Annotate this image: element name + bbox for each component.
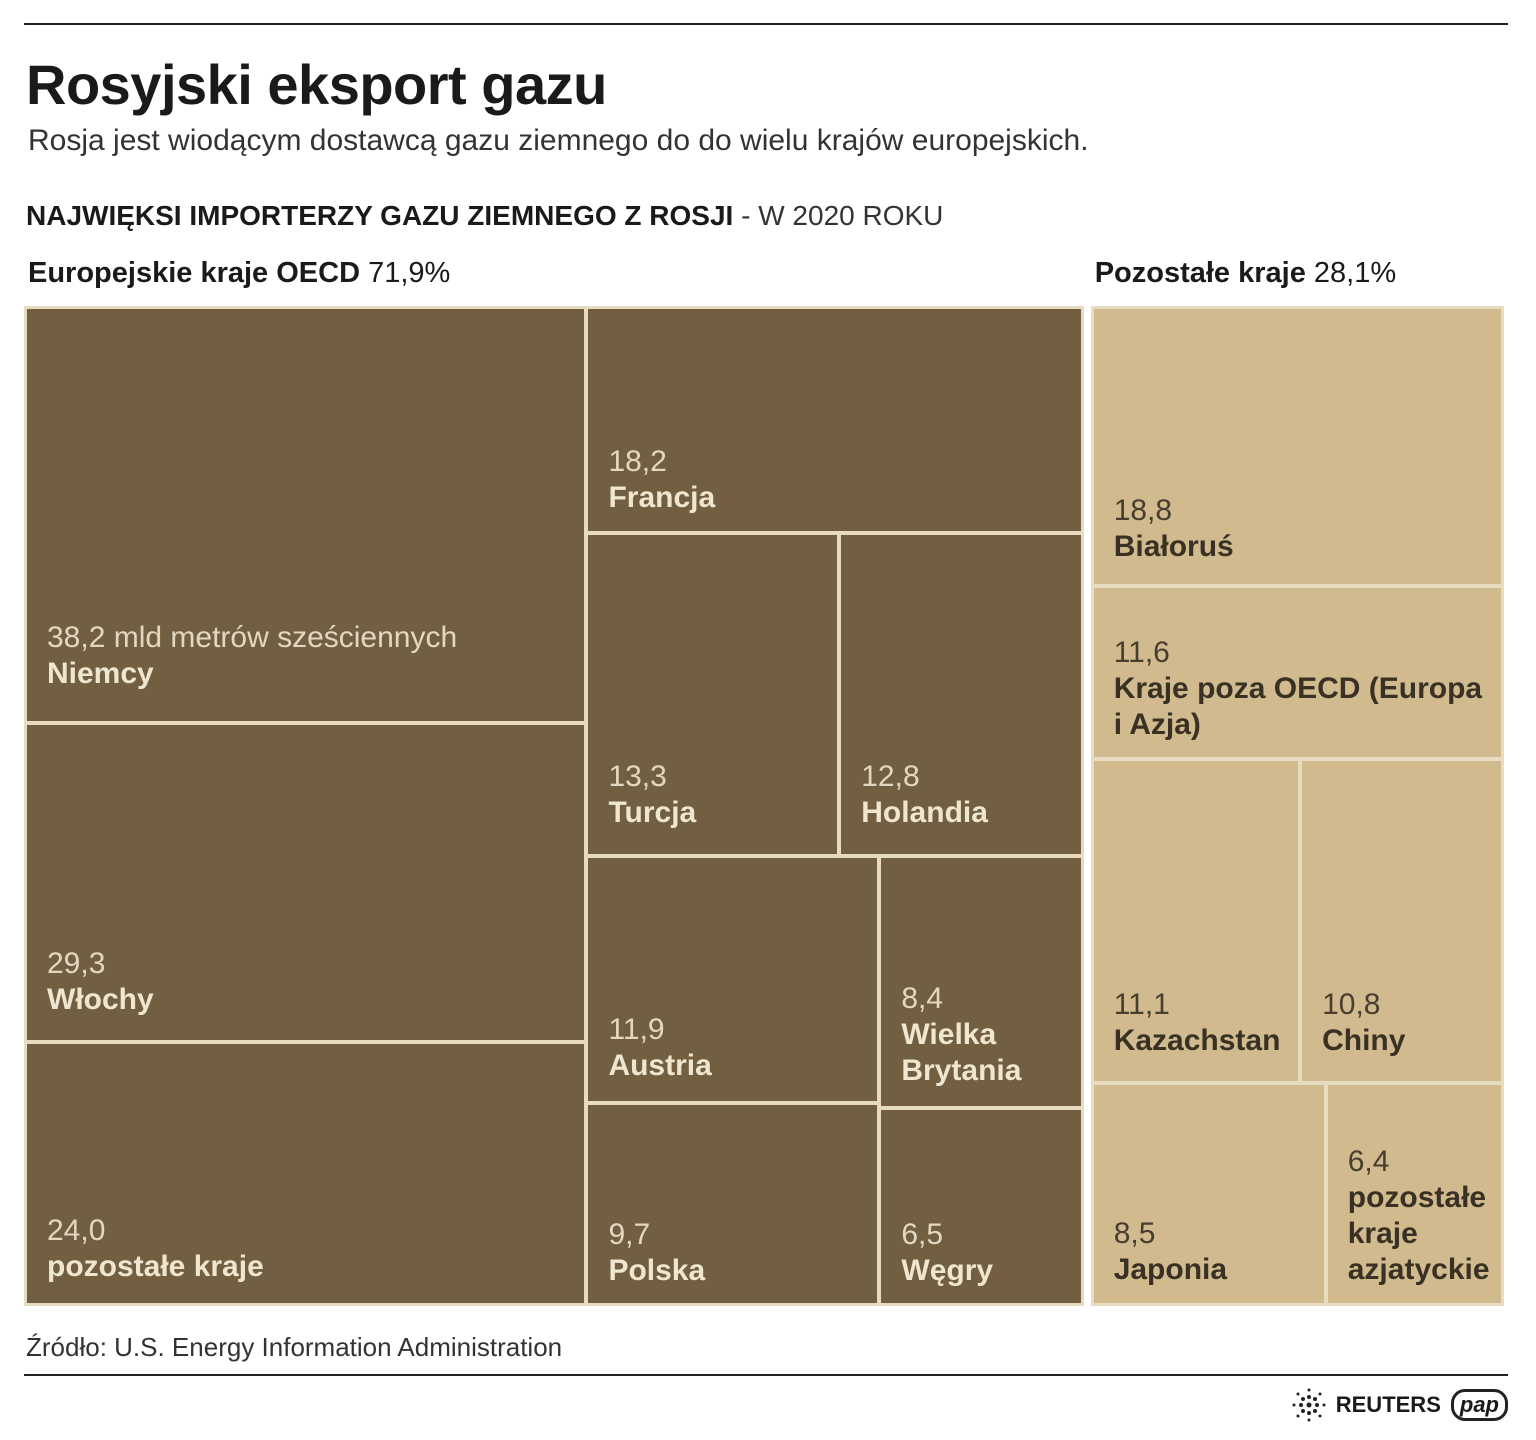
treemap-cell: 29,3 Włochy — [27, 724, 585, 1041]
treemap-cell: 9,7 Polska — [588, 1104, 878, 1303]
value-label: 10,8 — [1322, 987, 1381, 1021]
value-label: 9,7 — [608, 1217, 651, 1251]
group-box: 38,2 mld metrów sześciennych Niemcy 29,3 Wł… — [24, 306, 1084, 1306]
cell-label: 11,9 Austria — [608, 1012, 869, 1084]
value-label: 13,3 — [608, 760, 667, 794]
value-label: 6,4 — [1347, 1144, 1390, 1178]
group-share: 28,1% — [1313, 257, 1397, 289]
cell-label: 11,1 Kazachstan — [1114, 987, 1290, 1059]
treemap-cell: 6,5 Węgry — [881, 1110, 1081, 1303]
value-label: 11,9 — [608, 1012, 665, 1046]
bottom-rule — [24, 1374, 1508, 1376]
chart-title: Rosyjski eksport gazu — [26, 53, 607, 116]
credits: REUTERS pap — [1292, 1388, 1508, 1422]
category-label: Niemcy — [47, 656, 154, 690]
cell-label: 13,3 Turcja — [608, 759, 829, 831]
category-label: Polska — [608, 1253, 706, 1287]
chart-heading: NAJWIĘKSI IMPORTERZY GAZU ZIEMNEGO Z ROS… — [26, 200, 943, 232]
chart-subtitle: Rosja jest wiodącym dostawcą gazu ziemne… — [28, 124, 1089, 157]
group-share: 71,9% — [368, 257, 451, 289]
treemap-cell: 11,1 Kazachstan — [1093, 761, 1299, 1082]
category-label: pozostałe kraje — [47, 1249, 264, 1283]
category-label: Wielka Brytania — [901, 1018, 1022, 1088]
treemap-cell: 18,8 Białoruś — [1093, 309, 1501, 584]
treemap-cell: 11,9 Austria — [588, 857, 878, 1101]
category-label: pozostałe kraje azjatyckie — [1347, 1180, 1490, 1286]
cell-label: 6,4 pozostałe kraje azjatyckie — [1348, 1144, 1493, 1288]
reuters-icon — [1292, 1388, 1326, 1422]
category-label: Włochy — [47, 983, 154, 1017]
treemap-cell: 38,2 mld metrów sześciennych Niemcy — [27, 309, 585, 721]
treemap-cell: 24,0 pozostałe kraje — [27, 1044, 585, 1303]
category-label: Węgry — [901, 1253, 994, 1287]
credit-pap: pap — [1450, 1389, 1508, 1421]
category-label: Kraje poza OECD (Europa i Azja) — [1113, 672, 1483, 742]
heading-text: NAJWIĘKSI IMPORTERZY GAZU ZIEMNEGO Z ROS… — [26, 200, 734, 231]
treemap-cell: 8,4 Wielka Brytania — [881, 857, 1081, 1107]
value-label: 12,8 — [861, 760, 920, 794]
category-label: Holandia — [861, 796, 988, 830]
cell-label: 6,5 Węgry — [901, 1217, 1072, 1289]
value-label: 18,2 — [608, 444, 667, 478]
group-box: 18,8 Białoruś 11,6 Kraje poza OECD (Europa … — [1090, 306, 1504, 1306]
value-label: 29,3 — [47, 947, 106, 981]
treemap-cell: 6,4 pozostałe kraje azjatyckie — [1327, 1085, 1501, 1303]
cell-label: 11,6 Kraje poza OECD (Europa i Azja) — [1114, 635, 1493, 743]
value-label: 38,2 mld metrów sześciennych — [47, 620, 458, 654]
value-label: 11,1 — [1113, 987, 1170, 1021]
group-header: Pozostałe kraje 28,1% — [1095, 257, 1396, 290]
category-label: Białoruś — [1113, 529, 1234, 563]
category-label: Chiny — [1322, 1023, 1406, 1057]
value-label: 8,5 — [1113, 1216, 1156, 1250]
category-label: Francja — [608, 480, 716, 514]
cell-label: 8,5 Japonia — [1114, 1216, 1316, 1288]
category-label: Japonia — [1113, 1252, 1228, 1286]
group-header: Europejskie kraje OECD 71,9% — [28, 257, 450, 290]
value-label: 8,4 — [901, 982, 944, 1016]
treemap-cell: 10,8 Chiny — [1302, 761, 1501, 1082]
cell-label: 8,4 Wielka Brytania — [901, 981, 1072, 1089]
credit-reuters: REUTERS — [1335, 1392, 1441, 1417]
heading-note: - W 2020 ROKU — [741, 200, 944, 231]
value-label: 6,5 — [901, 1217, 944, 1251]
category-label: Austria — [608, 1048, 712, 1082]
category-label: Kazachstan — [1113, 1023, 1281, 1057]
cell-label: 24,0 pozostałe kraje — [47, 1213, 576, 1285]
cell-label: 12,8 Holandia — [861, 759, 1072, 831]
category-label: Turcja — [608, 796, 697, 830]
cell-label: 18,8 Białoruś — [1114, 493, 1493, 565]
value-label: 18,8 — [1113, 493, 1173, 527]
cell-label: 10,8 Chiny — [1322, 987, 1493, 1059]
treemap-cell: 12,8 Holandia — [841, 535, 1081, 854]
group-name: Europejskie kraje OECD — [28, 257, 361, 289]
value-label: 11,6 — [1113, 636, 1170, 670]
treemap-cell: 8,5 Japonia — [1093, 1085, 1324, 1303]
group-name: Pozostałe kraje — [1094, 257, 1306, 289]
cell-label: 9,7 Polska — [608, 1217, 869, 1289]
cell-label: 38,2 mld metrów sześciennych Niemcy — [47, 620, 576, 692]
treemap-cell: 13,3 Turcja — [588, 535, 838, 854]
treemap-cell: 18,2 Francja — [588, 309, 1081, 532]
source: Źródło: U.S. Energy Information Administ… — [26, 1332, 563, 1362]
value-label: 24,0 — [47, 1213, 106, 1247]
cell-label: 18,2 Francja — [608, 444, 1072, 516]
cell-label: 29,3 Włochy — [47, 946, 576, 1018]
top-rule — [24, 23, 1508, 25]
treemap-cell: 11,6 Kraje poza OECD (Europa i Azja) — [1093, 587, 1501, 758]
